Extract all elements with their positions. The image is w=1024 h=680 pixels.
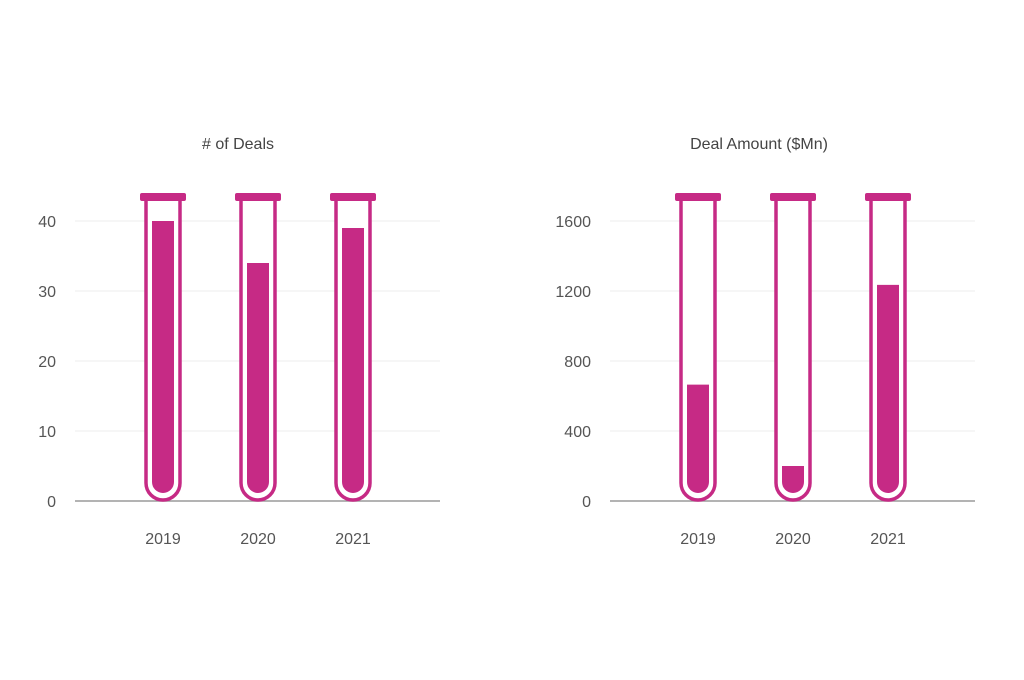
y-tick-label: 0 (582, 494, 591, 511)
bar-fill-2020 (247, 263, 269, 493)
y-tick-label: 30 (38, 284, 56, 301)
y-tick-label: 0 (47, 494, 56, 511)
tube-2021 (330, 193, 376, 502)
y-tick-label: 20 (38, 354, 56, 371)
bar-fill-2021 (342, 228, 364, 493)
deal-amount-chart: Deal Amount ($Mn) 0 400 800 1200 1600 2019 202… (555, 136, 975, 548)
deals-count-chart: # of Deals 0 10 20 30 40 2019 2020 2021 (38, 136, 440, 548)
x-tick-label: 2020 (775, 531, 811, 548)
tube-2019 (675, 193, 721, 502)
bar-fill-2021 (877, 284, 899, 493)
y-tick-label: 800 (564, 354, 591, 371)
tube-cap (235, 193, 281, 201)
tube-cap (865, 193, 911, 201)
tube-cap (675, 193, 721, 201)
bar-fill-2020 (782, 466, 804, 493)
y-tick-label: 400 (564, 424, 591, 441)
y-tick-label: 1600 (555, 214, 591, 231)
x-tick-label: 2019 (680, 531, 716, 548)
x-tick-label: 2021 (870, 531, 906, 548)
bar-fill-2019 (687, 384, 709, 493)
tube-outline (774, 200, 812, 502)
tube-2021 (865, 193, 911, 502)
y-tick-label: 1200 (555, 284, 591, 301)
x-tick-label: 2020 (240, 531, 276, 548)
chart-title: Deal Amount ($Mn) (690, 136, 828, 153)
y-tick-label: 40 (38, 214, 56, 231)
tube-2020 (235, 193, 281, 502)
tube-cap (140, 193, 186, 201)
x-tick-label: 2019 (145, 531, 181, 548)
y-tick-label: 10 (38, 424, 56, 441)
tube-cap (770, 193, 816, 201)
chart-title: # of Deals (202, 136, 274, 153)
tube-2020 (770, 193, 816, 502)
tube-2019 (140, 193, 186, 502)
x-tick-label: 2021 (335, 531, 371, 548)
bar-fill-2019 (152, 221, 174, 493)
tube-cap (330, 193, 376, 201)
